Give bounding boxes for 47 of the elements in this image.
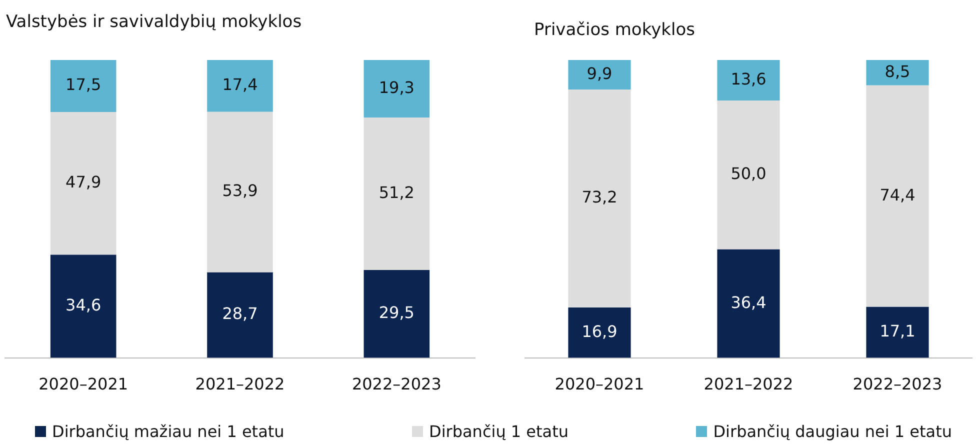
bar	[207, 112, 273, 272]
bar	[364, 60, 430, 118]
data-label: 73,2	[582, 188, 618, 207]
legend-label: Dirbančių daugiau nei 1 etatu	[713, 422, 952, 441]
data-label: 47,9	[66, 172, 102, 192]
bar	[717, 100, 780, 250]
data-label: 17,4	[222, 75, 258, 94]
x-tick-label: 2022–2023	[352, 374, 442, 394]
data-label: 17,1	[880, 321, 916, 340]
data-label: 53,9	[222, 181, 258, 200]
bar	[207, 60, 273, 112]
bar	[50, 112, 116, 255]
data-label: 17,5	[66, 75, 102, 94]
data-label: 74,4	[880, 185, 916, 204]
bar	[364, 117, 430, 270]
chart-title: Valstybės ir savivaldybių mokyklos	[6, 12, 302, 32]
data-label: 16,9	[582, 322, 618, 341]
bar	[50, 254, 116, 358]
data-label: 28,7	[222, 304, 258, 324]
data-label: 19,3	[378, 78, 414, 97]
legend-label: Dirbančių mažiau nei 1 etatu	[52, 422, 284, 441]
data-label: 29,5	[378, 303, 414, 322]
bar	[364, 270, 430, 358]
data-label: 8,5	[884, 62, 910, 81]
legend-label: Dirbančių 1 etatu	[429, 422, 569, 441]
bar	[568, 307, 631, 358]
x-tick-label: 2020–2021	[554, 374, 644, 394]
bar	[866, 85, 929, 307]
x-tick-label: 2021–2022	[195, 374, 285, 394]
data-label: 51,2	[378, 182, 414, 202]
x-tick-label: 2020–2021	[38, 374, 128, 394]
data-label: 34,6	[66, 295, 102, 314]
bar	[568, 89, 631, 308]
bar	[207, 272, 273, 358]
bar	[866, 306, 929, 358]
bar	[717, 60, 780, 100]
data-label: 50,0	[730, 164, 766, 184]
chart-title: Privačios mokyklos	[534, 20, 695, 40]
data-label: 13,6	[730, 69, 766, 88]
bar	[717, 249, 780, 358]
bar	[50, 60, 116, 112]
x-tick-label: 2021–2022	[704, 374, 794, 394]
data-label: 36,4	[730, 292, 766, 312]
x-tick-label: 2022–2023	[852, 374, 942, 394]
bar	[568, 60, 631, 90]
data-label: 9,9	[586, 64, 612, 83]
bar	[866, 60, 929, 86]
